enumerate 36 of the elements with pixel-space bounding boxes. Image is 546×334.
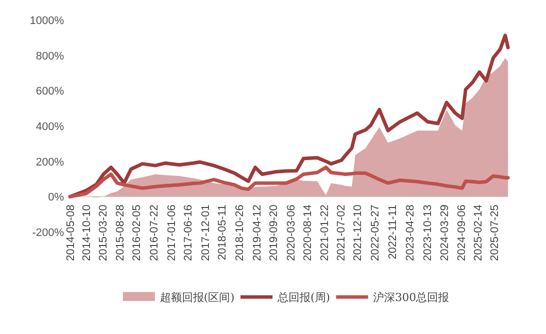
x-tick-label: 2021-07-02: [336, 204, 348, 261]
x-tick-label: 2020-08-14: [302, 204, 314, 261]
y-tick-label: 1000%: [30, 15, 64, 27]
y-tick-label: 400%: [36, 121, 64, 133]
x-tick-label: 2014-10-10: [81, 204, 94, 261]
legend-label: 超额回报(区间): [160, 291, 234, 304]
y-tick-label: 200%: [36, 156, 64, 168]
x-tick-label: 2018-10-26: [234, 204, 246, 261]
x-tick-label: 2023-04-28: [404, 204, 416, 261]
x-tick-label: 2021-12-10: [352, 204, 364, 261]
y-tick-label: 600%: [36, 86, 64, 98]
y-tick-label: 0%: [48, 192, 64, 204]
y-tick-label: -200%: [32, 227, 64, 239]
x-tick-label: 2022-05-27: [370, 204, 382, 261]
x-tick-label: 2024-09-06: [456, 204, 468, 261]
x-tick-label: 2017-01-06: [166, 204, 178, 261]
x-tick-label: 2022-11-11: [387, 204, 399, 260]
x-tick-label: 2015-03-20: [98, 204, 110, 261]
x-tick-label: 2019-04-12: [251, 204, 264, 261]
x-tick-label: 2023-10-13: [422, 204, 434, 261]
x-tick-label: 2018-05-11: [216, 204, 229, 260]
x-tick-label: 2025-02-14: [472, 204, 485, 261]
x-tick-label: 2020-03-06: [286, 204, 298, 261]
x-tick-label: 2021-01-22: [318, 204, 331, 261]
legend-label: 沪深300总回报: [373, 291, 450, 304]
x-tick-label: 2016-02-05: [131, 204, 144, 261]
y-tick-label: 800%: [36, 50, 64, 62]
x-tick-label: 2025-07-25: [489, 204, 502, 261]
x-tick-label: 2014-05-08: [65, 204, 77, 261]
x-tick-label: 2017-12-01: [200, 204, 212, 261]
x-tick-label: 2016-07-22: [148, 204, 160, 261]
x-tick-label: 2017-06-16: [182, 204, 195, 261]
x-tick-label: 2024-03-29: [439, 204, 452, 261]
x-tick-label: 2019-09-20: [268, 204, 280, 261]
legend-label: 总回报(周): [276, 291, 330, 304]
x-tick-label: 2015-08-28: [114, 204, 126, 261]
